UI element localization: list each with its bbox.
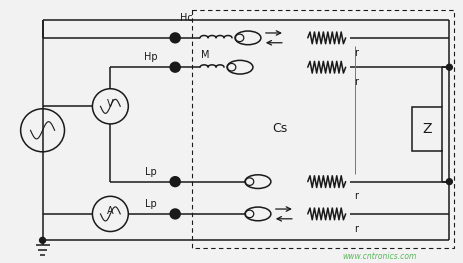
Circle shape: [170, 177, 180, 186]
Text: r: r: [355, 77, 359, 87]
Ellipse shape: [227, 63, 236, 71]
Text: V: V: [107, 99, 114, 109]
Text: M: M: [201, 50, 209, 60]
Text: Z: Z: [423, 122, 432, 136]
Circle shape: [170, 62, 180, 72]
Text: Cs: Cs: [272, 122, 288, 135]
Ellipse shape: [245, 210, 254, 218]
Text: r: r: [355, 224, 359, 234]
Text: Lp: Lp: [145, 199, 157, 209]
Bar: [192, 11, 454, 248]
Text: r: r: [355, 191, 359, 201]
Circle shape: [446, 64, 452, 70]
Ellipse shape: [245, 178, 254, 185]
Ellipse shape: [245, 207, 271, 221]
Circle shape: [446, 179, 452, 185]
Ellipse shape: [236, 34, 244, 42]
Text: Hp: Hp: [144, 52, 157, 62]
Text: r: r: [355, 48, 359, 58]
Bar: [413, 107, 442, 151]
Text: A: A: [107, 206, 114, 216]
Circle shape: [39, 237, 45, 243]
Ellipse shape: [235, 31, 261, 45]
Text: Hc: Hc: [180, 13, 193, 23]
Circle shape: [170, 33, 180, 43]
Text: Lp: Lp: [145, 167, 157, 177]
Ellipse shape: [227, 60, 253, 74]
Ellipse shape: [245, 175, 271, 189]
Circle shape: [170, 209, 180, 219]
Text: www.cntronics.com: www.cntronics.com: [342, 252, 417, 261]
